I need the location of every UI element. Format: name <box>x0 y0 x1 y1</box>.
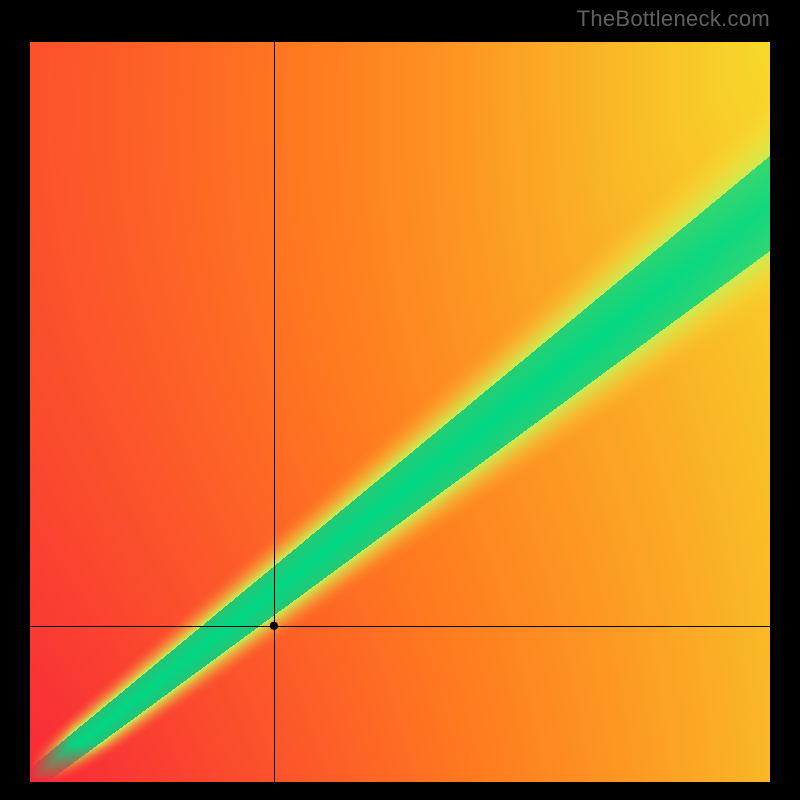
chart-container: TheBottleneck.com <box>0 0 800 800</box>
heatmap-canvas <box>30 42 770 782</box>
watermark-text: TheBottleneck.com <box>577 6 770 32</box>
plot-area <box>30 42 770 782</box>
